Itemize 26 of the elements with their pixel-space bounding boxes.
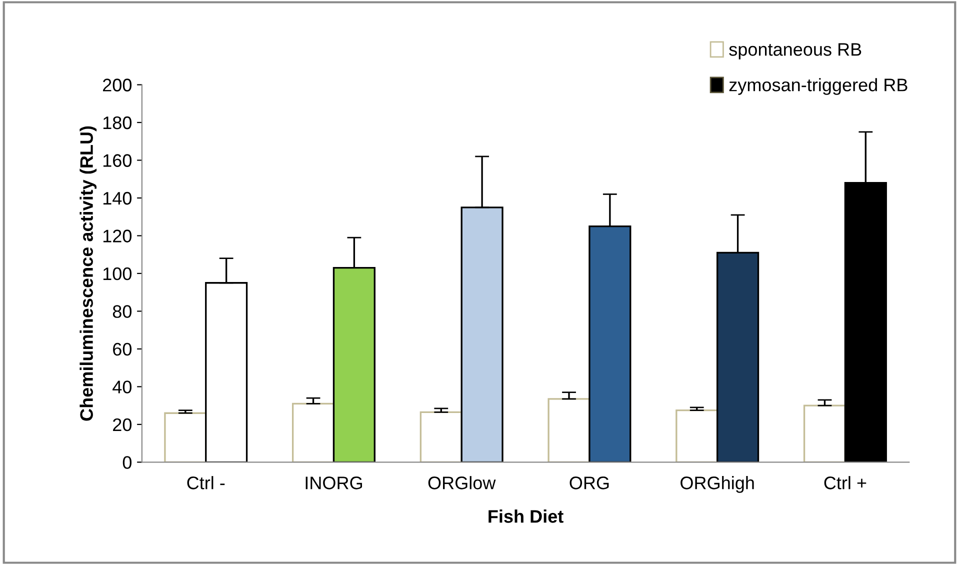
y-tick-label: 180	[103, 116, 132, 130]
x-tick-label: Ctrl -	[187, 476, 225, 490]
x-tick-label: ORGhigh	[680, 476, 754, 493]
x-tick-label: INORG	[306, 476, 362, 490]
y-tick-label: 60	[113, 342, 132, 356]
bar	[548, 398, 590, 462]
y-tick-label: 40	[112, 380, 132, 394]
y-tick-label: 20	[113, 418, 132, 432]
y-tick-label: 100	[103, 267, 132, 280]
x-tick-label: ORGlow	[428, 476, 496, 490]
bar	[292, 402, 335, 462]
x-tick-label: ORG	[570, 476, 609, 490]
y-tick-label: 140	[103, 192, 132, 205]
legend-label: zymosan-triggered RB	[729, 78, 908, 95]
bar	[676, 409, 718, 462]
bar	[420, 411, 462, 462]
x-tick-label: Ctrl +	[824, 476, 866, 490]
y-tick-label: 80	[112, 305, 132, 318]
y-tick-label: 160	[103, 154, 132, 167]
bar	[803, 404, 846, 462]
y-tick-label: 0	[122, 456, 132, 469]
y-tick-label: 200	[102, 78, 132, 92]
y-tick-label: 120	[103, 230, 132, 242]
legend-label: spontaneous RB	[729, 43, 862, 60]
y-axis-title: Chemiluminescence activity (RLU)	[80, 126, 97, 421]
x-axis-title: Fish Diet	[488, 510, 564, 523]
